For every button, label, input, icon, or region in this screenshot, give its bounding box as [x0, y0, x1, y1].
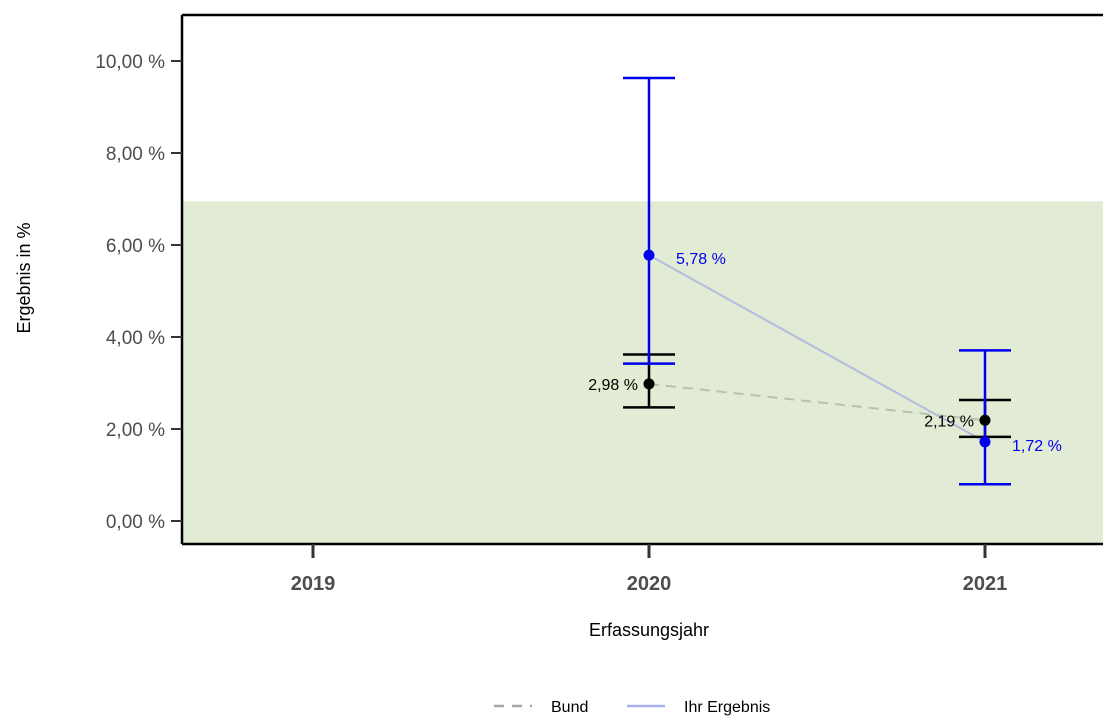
- y-tick-label: 2,00 %: [106, 420, 165, 441]
- y-tick-label: 0,00 %: [106, 512, 165, 533]
- data-point: [644, 250, 655, 261]
- y-tick-label: 8,00 %: [106, 144, 165, 165]
- data-label: 2,98 %: [588, 377, 638, 394]
- data-point: [980, 436, 991, 447]
- legend-label: Ihr Ergebnis: [684, 699, 770, 716]
- plot-area: [182, 201, 1103, 544]
- y-tick-label: 4,00 %: [106, 328, 165, 349]
- y-tick-label: 6,00 %: [106, 236, 165, 257]
- data-label: 5,78 %: [676, 251, 726, 268]
- data-label: 2,19 %: [924, 413, 974, 430]
- x-axis-title: Erfassungsjahr: [589, 620, 709, 640]
- y-axis-title: Ergebnis in %: [14, 222, 34, 333]
- x-axis-ticks: 2019 2020 2021: [291, 544, 1008, 595]
- y-tick-label: 10,00 %: [95, 52, 165, 73]
- y-axis-ticks: 0,00 % 2,00 % 4,00 % 6,00 % 8,00 % 10,00 %: [95, 52, 182, 533]
- x-tick-label: 2019: [291, 573, 336, 595]
- reference-range-band: [182, 201, 1103, 544]
- data-point: [644, 378, 655, 389]
- data-label: 1,72 %: [1012, 438, 1062, 455]
- x-tick-label: 2020: [627, 573, 672, 595]
- legend-label: Bund: [551, 699, 588, 716]
- data-point: [980, 415, 991, 426]
- x-tick-label: 2021: [963, 573, 1008, 595]
- legend: Bund Ihr Ergebnis: [494, 699, 770, 716]
